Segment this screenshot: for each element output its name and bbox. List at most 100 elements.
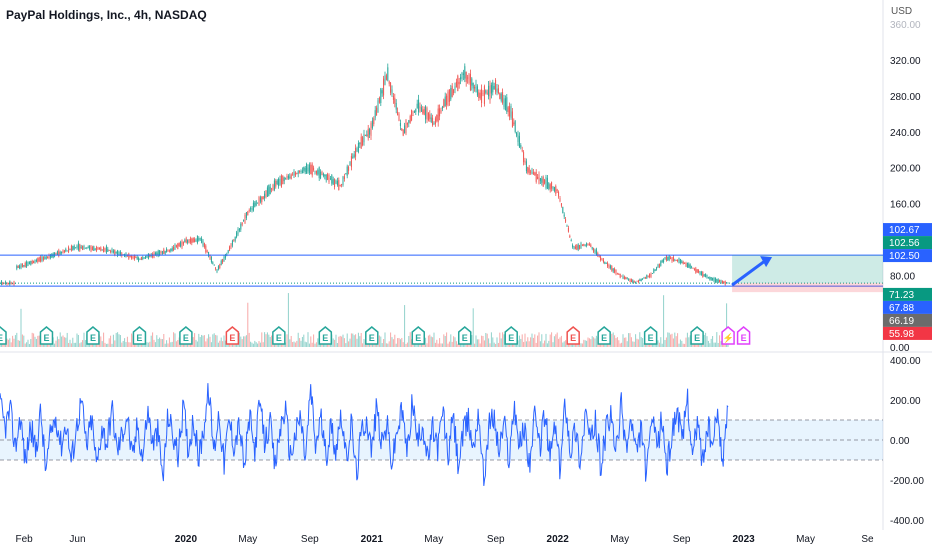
candle-body	[433, 122, 435, 124]
earnings-event-icon[interactable]: E	[411, 326, 426, 345]
volume-bar	[482, 335, 484, 347]
candle-body	[468, 74, 470, 83]
earnings-event-icon[interactable]: E	[318, 326, 333, 345]
candle-body	[346, 166, 348, 176]
time-tick-label: Se	[861, 534, 874, 545]
candle-body	[580, 242, 582, 249]
volume-bar	[385, 343, 387, 347]
volume-bar	[245, 335, 247, 347]
candle-body	[619, 273, 621, 278]
earnings-event-icon[interactable]: E	[365, 326, 379, 345]
volume-bar	[502, 332, 504, 347]
svg-text:E: E	[462, 333, 468, 343]
volume-bar	[355, 334, 357, 347]
volume-bar	[381, 343, 383, 347]
candle-body	[678, 257, 680, 264]
candle-body	[598, 256, 600, 257]
price-axis-label-text: 67.88	[889, 303, 914, 314]
trend-arrow[interactable]	[731, 258, 767, 287]
earnings-event-icon[interactable]: E	[132, 326, 147, 345]
volume-bar	[362, 343, 364, 347]
volume-bar	[107, 343, 109, 347]
earnings-event-icon[interactable]: E	[39, 326, 54, 345]
candle-body	[381, 90, 383, 94]
volume-bar	[244, 336, 246, 347]
candle-body	[671, 257, 673, 262]
candle-body	[300, 170, 302, 173]
earnings-event-icon[interactable]: E	[86, 326, 100, 345]
candle-body	[453, 89, 455, 93]
volume-bar	[647, 343, 649, 347]
volume-bar	[77, 334, 79, 347]
candle-body	[118, 251, 120, 255]
candle-body	[252, 202, 254, 211]
volume-bar	[184, 343, 186, 347]
candle-body	[608, 264, 610, 268]
candle-body	[639, 279, 641, 281]
candle-body	[660, 261, 662, 266]
volume-bar	[103, 332, 105, 347]
volume-bar	[16, 332, 18, 347]
candle-body	[75, 247, 77, 249]
earnings-event-icon[interactable]: E	[272, 326, 286, 345]
earnings-event-icon[interactable]: E	[0, 326, 7, 345]
earnings-event-icon[interactable]: E	[225, 326, 240, 345]
volume-bar	[432, 337, 434, 347]
earnings-event-icon[interactable]: E	[643, 326, 658, 345]
candle-body	[593, 248, 595, 252]
candle-body	[714, 278, 716, 283]
earnings-event-icon[interactable]: E	[504, 326, 518, 345]
volume-bar	[390, 332, 392, 347]
earnings-event-icon[interactable]: E	[690, 326, 704, 345]
volume-bar	[243, 336, 245, 347]
volume-bar	[223, 335, 225, 347]
candle-body	[625, 277, 627, 280]
candle-body	[335, 180, 337, 184]
candle-body	[698, 270, 700, 273]
volume-bar	[524, 333, 526, 347]
volume-bar	[717, 342, 719, 347]
candle-body	[241, 222, 243, 225]
candle-body	[52, 253, 54, 258]
candle-body	[331, 175, 333, 184]
earnings-event-icon[interactable]: E	[736, 326, 751, 345]
candle-body	[464, 66, 466, 79]
candle-body	[474, 86, 476, 89]
candle-body	[720, 279, 722, 284]
candle-body	[721, 280, 723, 283]
volume-bar	[538, 332, 540, 347]
candle-body	[132, 256, 134, 258]
volume-bar	[118, 334, 120, 347]
candle-body	[384, 75, 386, 85]
position-profit-zone[interactable]	[732, 255, 883, 284]
candle-body	[479, 92, 481, 99]
position-loss-zone[interactable]	[732, 283, 883, 293]
volume-bar	[391, 337, 393, 347]
volume-bar	[75, 342, 77, 347]
volume-bar	[227, 343, 229, 347]
price-tick-label: 200.00	[890, 164, 921, 175]
candle-body	[100, 247, 102, 251]
candle-body	[460, 77, 462, 80]
volume-bar	[677, 333, 679, 347]
earnings-event-icon[interactable]: E	[566, 326, 580, 345]
candle-body	[420, 107, 422, 112]
volume-bar	[380, 336, 382, 347]
volume-bar	[555, 334, 557, 347]
candle-body	[262, 196, 264, 199]
earnings-event-icon[interactable]: E	[457, 326, 472, 345]
volume-bar	[6, 338, 8, 347]
earnings-event-icon[interactable]: E	[597, 326, 611, 345]
candle-body	[412, 115, 414, 117]
volume-bar	[285, 342, 287, 347]
candle-body	[327, 174, 329, 180]
volume-bar	[664, 340, 666, 347]
candle-body	[215, 268, 217, 270]
earnings-event-icon[interactable]: ⚡	[721, 326, 735, 345]
volume-bar	[643, 343, 645, 347]
candle-body	[562, 206, 564, 214]
volume-bar	[80, 342, 82, 347]
earnings-event-icon[interactable]: E	[179, 326, 193, 345]
volume-bar	[45, 343, 47, 347]
candle-body	[506, 97, 508, 112]
